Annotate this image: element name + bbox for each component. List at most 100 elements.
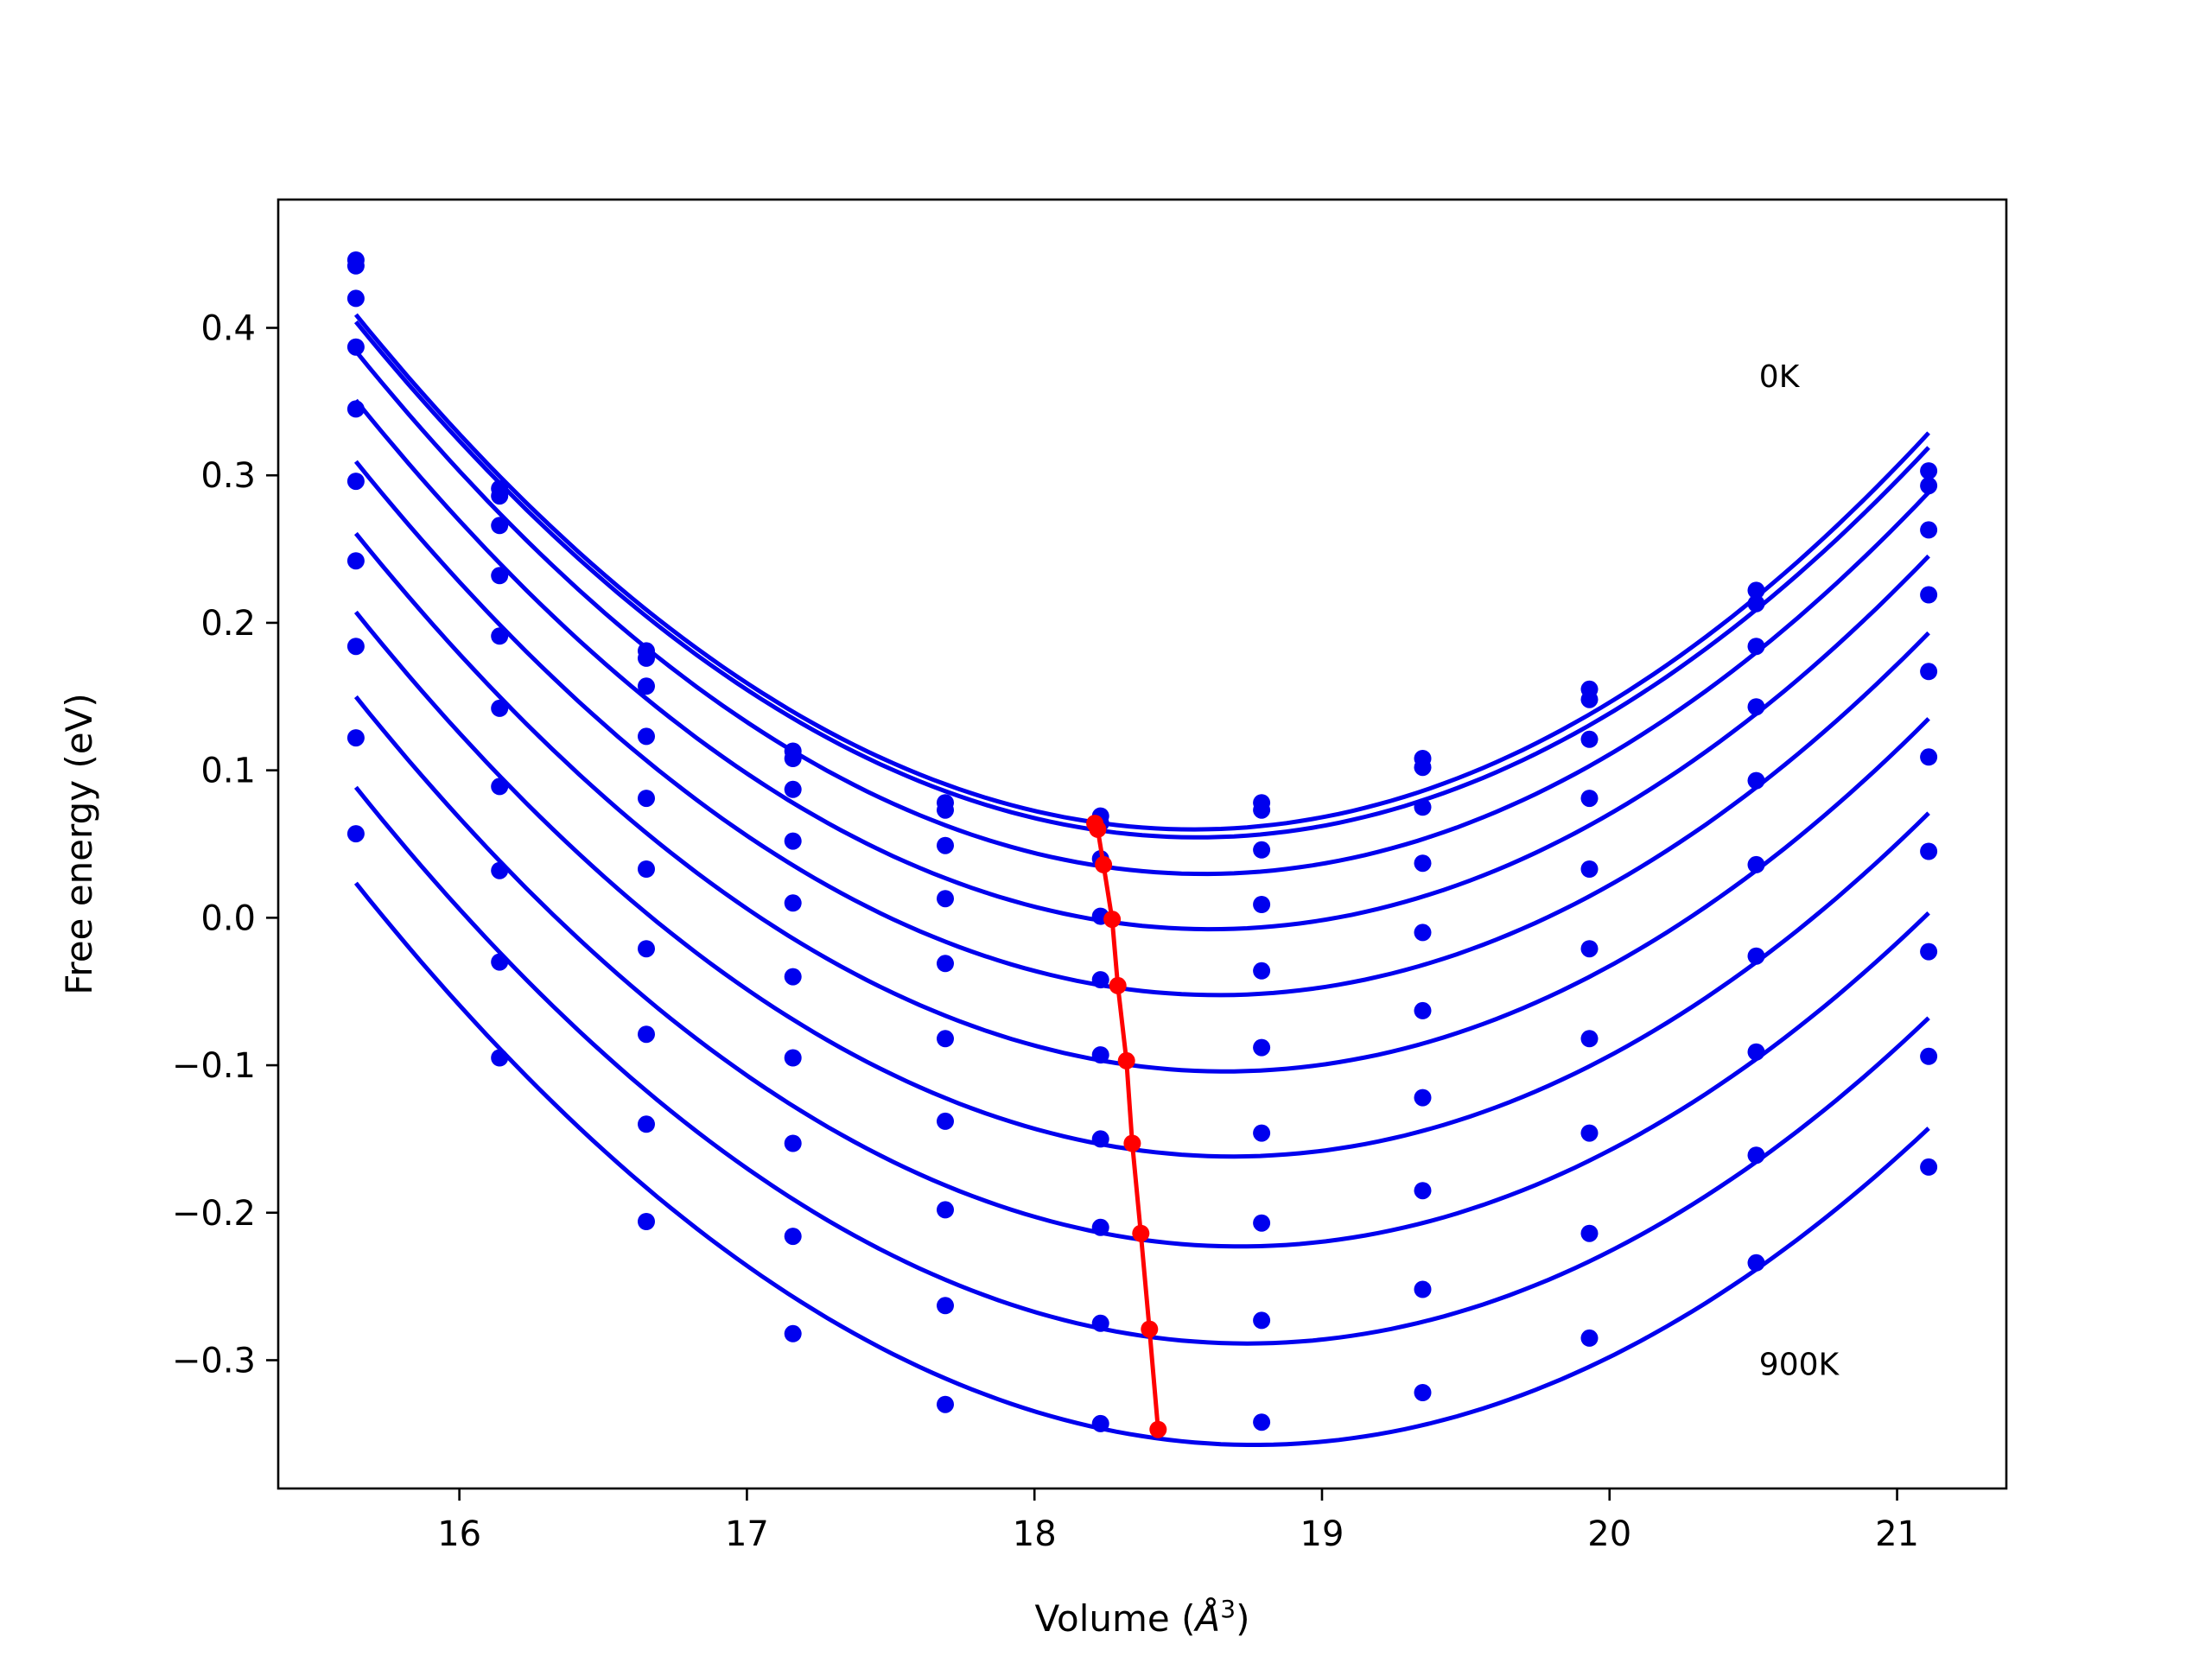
data-point (784, 968, 802, 986)
y-tick-label: 0.1 (200, 752, 256, 791)
curves-layer (353, 313, 1930, 1447)
data-point (937, 1112, 954, 1130)
minimum-point (1103, 911, 1122, 929)
data-point (638, 860, 655, 878)
data-point (638, 940, 655, 958)
data-point (346, 638, 365, 656)
data-point (1253, 1214, 1271, 1232)
data-point (1414, 1001, 1432, 1019)
annotations: 0K 900K (1759, 359, 1840, 1383)
fit-curve-1 (353, 320, 1930, 840)
minimum-point (1149, 1420, 1167, 1438)
data-point (1747, 594, 1765, 613)
minimum-point (1132, 1224, 1150, 1242)
data-point (784, 780, 802, 798)
data-point (1414, 854, 1432, 873)
data-point (1747, 581, 1765, 600)
y-tick-label: 0.3 (200, 456, 256, 496)
minimum-point (1089, 820, 1107, 838)
data-point (1414, 924, 1432, 942)
data-point (937, 955, 954, 973)
data-point (638, 649, 655, 667)
data-point (346, 825, 365, 843)
data-point (1920, 1047, 1938, 1065)
fit-curve-2 (353, 349, 1930, 877)
fit-curve-5 (353, 531, 1930, 1074)
fit-curve-9 (353, 881, 1930, 1447)
data-point (1580, 860, 1599, 878)
data-point (346, 257, 365, 275)
data-point (638, 790, 655, 808)
x-tick-label: 20 (1587, 1514, 1631, 1554)
data-point (1747, 1146, 1765, 1165)
y-axis-title: Free energy (eV) (58, 693, 100, 995)
minimum-point (1117, 1051, 1135, 1070)
data-point (937, 1201, 954, 1219)
data-point (1920, 521, 1938, 539)
data-point (1920, 586, 1938, 604)
data-point (1091, 1218, 1109, 1236)
data-point (1747, 698, 1765, 716)
data-point (491, 567, 509, 585)
data-point (1580, 690, 1599, 708)
data-point (1920, 943, 1938, 961)
data-point (1091, 1314, 1109, 1332)
x-tick-label: 19 (1300, 1514, 1344, 1554)
data-point (1414, 1182, 1432, 1200)
data-point (937, 1395, 954, 1413)
data-point (346, 400, 365, 418)
x-axis-title-text: Volume ( (1035, 1597, 1196, 1640)
data-point (784, 750, 802, 767)
data-point (1920, 1158, 1938, 1176)
data-point (638, 1025, 655, 1044)
data-point (937, 836, 954, 854)
x-axis: 16 17 18 19 20 21 (437, 1488, 1919, 1554)
data-point (638, 727, 655, 746)
data-point (1414, 1384, 1432, 1401)
minimum-point (1095, 855, 1113, 873)
data-point (1091, 1130, 1109, 1148)
data-point (1920, 477, 1938, 495)
temperature-annotation: 0K (1759, 359, 1801, 395)
fit-curve-6 (353, 610, 1930, 1159)
data-point (1253, 896, 1271, 913)
y-tick-label: 0.4 (200, 309, 256, 349)
x-axis-title-exponent: 3 (1220, 1595, 1236, 1623)
data-point (491, 487, 509, 505)
minimum-point (1123, 1134, 1141, 1152)
x-axis-title-close: ) (1236, 1597, 1249, 1640)
data-point (1253, 1413, 1271, 1431)
data-point (1920, 663, 1938, 681)
data-point (784, 832, 802, 850)
data-point (1091, 1046, 1109, 1064)
y-tick-label: −0.1 (172, 1046, 256, 1086)
data-point (1414, 759, 1432, 777)
data-point (1253, 841, 1271, 859)
x-axis-title: Volume (Å3) (1035, 1595, 1250, 1640)
data-point (1747, 638, 1765, 656)
data-point (1091, 1414, 1109, 1432)
x-tick-label: 21 (1875, 1514, 1919, 1554)
fit-curve-0 (353, 313, 1930, 832)
data-point (937, 1297, 954, 1315)
data-point (1580, 1030, 1599, 1048)
data-point (1747, 947, 1765, 965)
data-point (1747, 1043, 1765, 1061)
data-point (1920, 748, 1938, 766)
data-point (937, 801, 954, 819)
data-point (784, 1134, 802, 1152)
data-point (1253, 962, 1271, 980)
data-point (1580, 1224, 1599, 1242)
x-tick-label: 18 (1013, 1514, 1057, 1554)
data-point (1580, 940, 1599, 958)
data-point (1253, 801, 1271, 819)
data-point (937, 890, 954, 908)
data-point (346, 552, 365, 570)
data-point (1253, 1038, 1271, 1057)
y-axis: −0.3 −0.2 −0.1 0.0 0.1 0.2 0.3 0.4 (172, 309, 278, 1381)
x-axis-title-symbol: Å (1193, 1596, 1221, 1640)
data-point (1253, 1124, 1271, 1142)
plot-area-frame (276, 198, 2008, 1490)
data-point (1920, 842, 1938, 860)
